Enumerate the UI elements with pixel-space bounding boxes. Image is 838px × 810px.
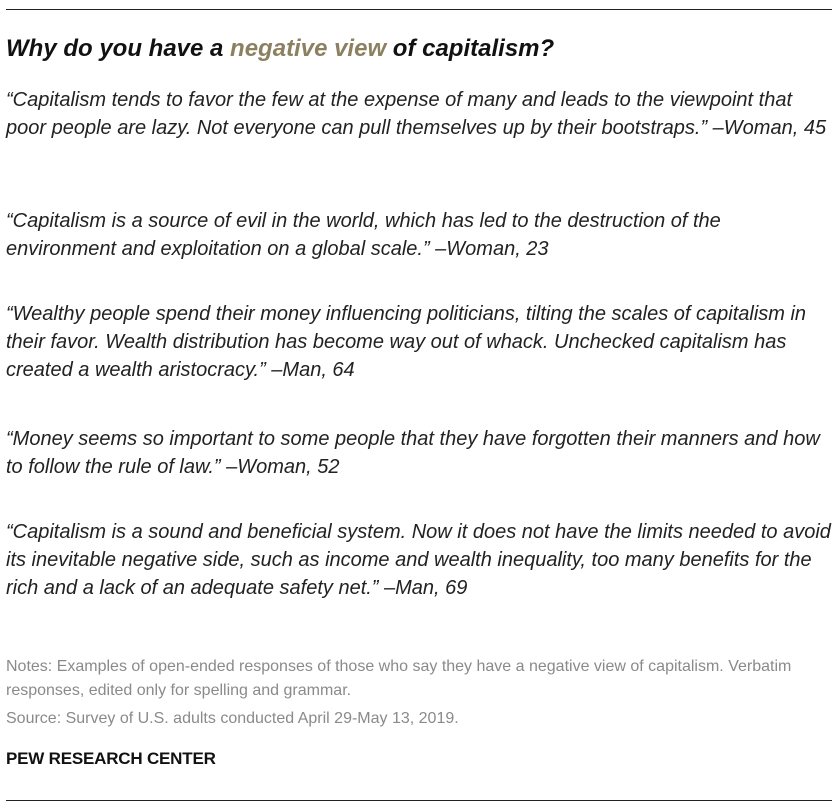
top-rule — [6, 9, 832, 10]
title-highlight: negative view — [230, 35, 387, 62]
title-lead: Why do you have a — [6, 35, 231, 62]
source-text: Source: Survey of U.S. adults conducted … — [6, 710, 459, 727]
notes-text: Notes: Examples of open-ended responses … — [6, 658, 792, 699]
organization-credit: PEW RESEARCH CENTER — [6, 749, 216, 768]
quote-1: “Capitalism tends to favor the few at th… — [6, 89, 827, 139]
quote-3: “Wealthy people spend their money influe… — [6, 303, 807, 381]
title-tail: of capitalism? — [386, 35, 555, 62]
quote-4: “Money seems so important to some people… — [6, 428, 820, 478]
page-title: Why do you have a negative view of capit… — [6, 32, 554, 66]
quote-2: “Capitalism is a source of evil in the w… — [6, 210, 721, 260]
quote-5: “Capitalism is a sound and beneficial sy… — [6, 521, 831, 599]
bottom-rule — [6, 800, 832, 801]
